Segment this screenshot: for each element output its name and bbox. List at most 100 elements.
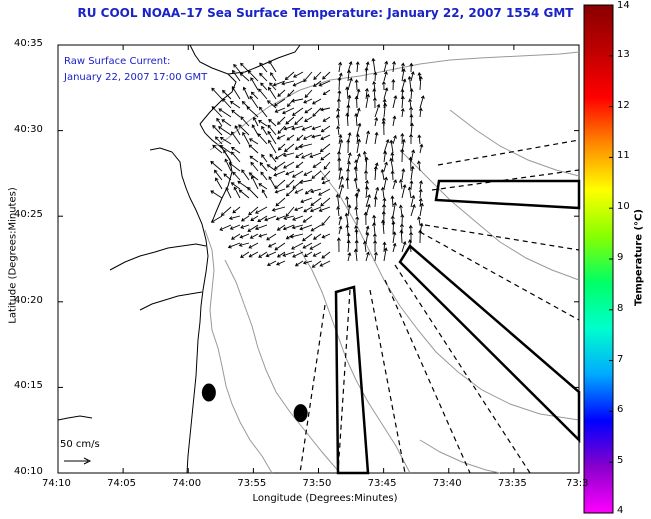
- current-vector: [230, 147, 241, 154]
- current-vector: [347, 60, 353, 73]
- current-vector: [276, 116, 286, 125]
- current-vector: [294, 143, 304, 150]
- current-vector: [410, 165, 415, 181]
- current-vector: [313, 80, 322, 87]
- current-vector: [231, 85, 241, 100]
- current-vector: [345, 112, 350, 127]
- current-vector: [374, 103, 381, 118]
- current-vector: [365, 130, 371, 145]
- current-vector: [311, 98, 322, 105]
- current-vector: [240, 62, 250, 73]
- current-vector: [346, 239, 351, 253]
- current-vector: [231, 131, 241, 145]
- current-vector: [373, 71, 378, 82]
- current-vector: [391, 78, 396, 91]
- current-vector: [239, 72, 250, 82]
- current-vector: [383, 87, 389, 100]
- current-vector: [232, 171, 241, 181]
- current-vector: [274, 188, 286, 194]
- current-vector: [401, 184, 407, 199]
- current-vector: [322, 116, 331, 122]
- current-vector: [268, 176, 277, 190]
- current-vector: [407, 75, 412, 91]
- raw-current-line1: Raw Surface Current:: [64, 56, 171, 67]
- current-vector: [303, 170, 313, 176]
- current-vector: [302, 233, 313, 242]
- current-vector: [266, 164, 277, 172]
- current-vector: [267, 124, 277, 136]
- current-vector: [319, 107, 331, 112]
- current-vector: [321, 251, 331, 259]
- current-vector: [365, 251, 370, 262]
- current-vector: [418, 229, 423, 244]
- current-vector: [230, 151, 241, 163]
- current-vector: [258, 251, 268, 258]
- current-vector: [261, 154, 268, 163]
- current-vector: [409, 133, 413, 144]
- current-vector: [356, 153, 361, 163]
- current-vector: [242, 86, 250, 100]
- current-vector: [364, 156, 369, 172]
- current-vector: [381, 120, 386, 136]
- current-vector: [381, 219, 386, 235]
- current-vector: [293, 71, 304, 78]
- current-vector: [312, 161, 322, 168]
- current-vector: [383, 247, 388, 262]
- current-vector: [354, 112, 359, 127]
- current-vector: [285, 233, 295, 240]
- current-vector: [257, 215, 268, 223]
- current-vector: [225, 187, 232, 199]
- current-vector: [383, 139, 390, 154]
- current-vector: [282, 251, 295, 257]
- current-vector: [392, 231, 397, 244]
- current-vector: [302, 242, 313, 249]
- current-vector: [260, 171, 268, 181]
- current-vector: [285, 170, 295, 176]
- current-vector: [322, 89, 331, 95]
- current-vector: [353, 166, 358, 181]
- buoy-marker: [201, 383, 216, 402]
- surface-current-vectors: [210, 57, 425, 268]
- current-vector: [282, 224, 295, 231]
- current-vector: [392, 179, 398, 190]
- current-vector: [382, 98, 387, 109]
- current-vector: [227, 242, 241, 249]
- current-vector: [240, 251, 250, 258]
- current-vector: [304, 89, 313, 99]
- current-vector: [392, 201, 397, 217]
- current-vector: [372, 88, 377, 100]
- current-vector: [364, 87, 369, 100]
- radar-dashed-beams: [299, 139, 580, 474]
- current-vector: [318, 188, 331, 196]
- current-vector: [238, 124, 250, 136]
- current-vector: [323, 161, 331, 170]
- current-vector: [292, 251, 304, 258]
- current-vector: [401, 78, 407, 91]
- current-vector: [303, 71, 313, 83]
- colorbar-tick-label: 14: [617, 0, 630, 11]
- current-vector: [310, 188, 322, 194]
- current-vector: [276, 134, 286, 140]
- current-vector: [292, 107, 304, 116]
- x-tick-label: 74:05: [107, 478, 136, 489]
- current-vector: [212, 124, 223, 136]
- current-vector: [291, 242, 304, 250]
- current-vector: [345, 177, 350, 190]
- current-vector: [250, 175, 259, 190]
- current-vector: [354, 79, 359, 91]
- current-vector: [346, 69, 351, 82]
- current-vector: [294, 260, 304, 267]
- current-vector: [277, 143, 286, 151]
- current-vector: [229, 224, 241, 230]
- current-vector: [391, 220, 396, 235]
- raw-current-line2: January 22, 2007 17:00 GMT: [64, 72, 208, 83]
- current-vector: [255, 206, 268, 214]
- current-vector: [338, 183, 345, 199]
- current-vector: [230, 233, 241, 240]
- current-vector: [392, 242, 397, 253]
- current-vector: [286, 134, 295, 141]
- current-vector: [285, 206, 295, 218]
- current-vector: [400, 148, 405, 163]
- buoy-marker: [293, 404, 308, 423]
- current-vector: [240, 224, 250, 229]
